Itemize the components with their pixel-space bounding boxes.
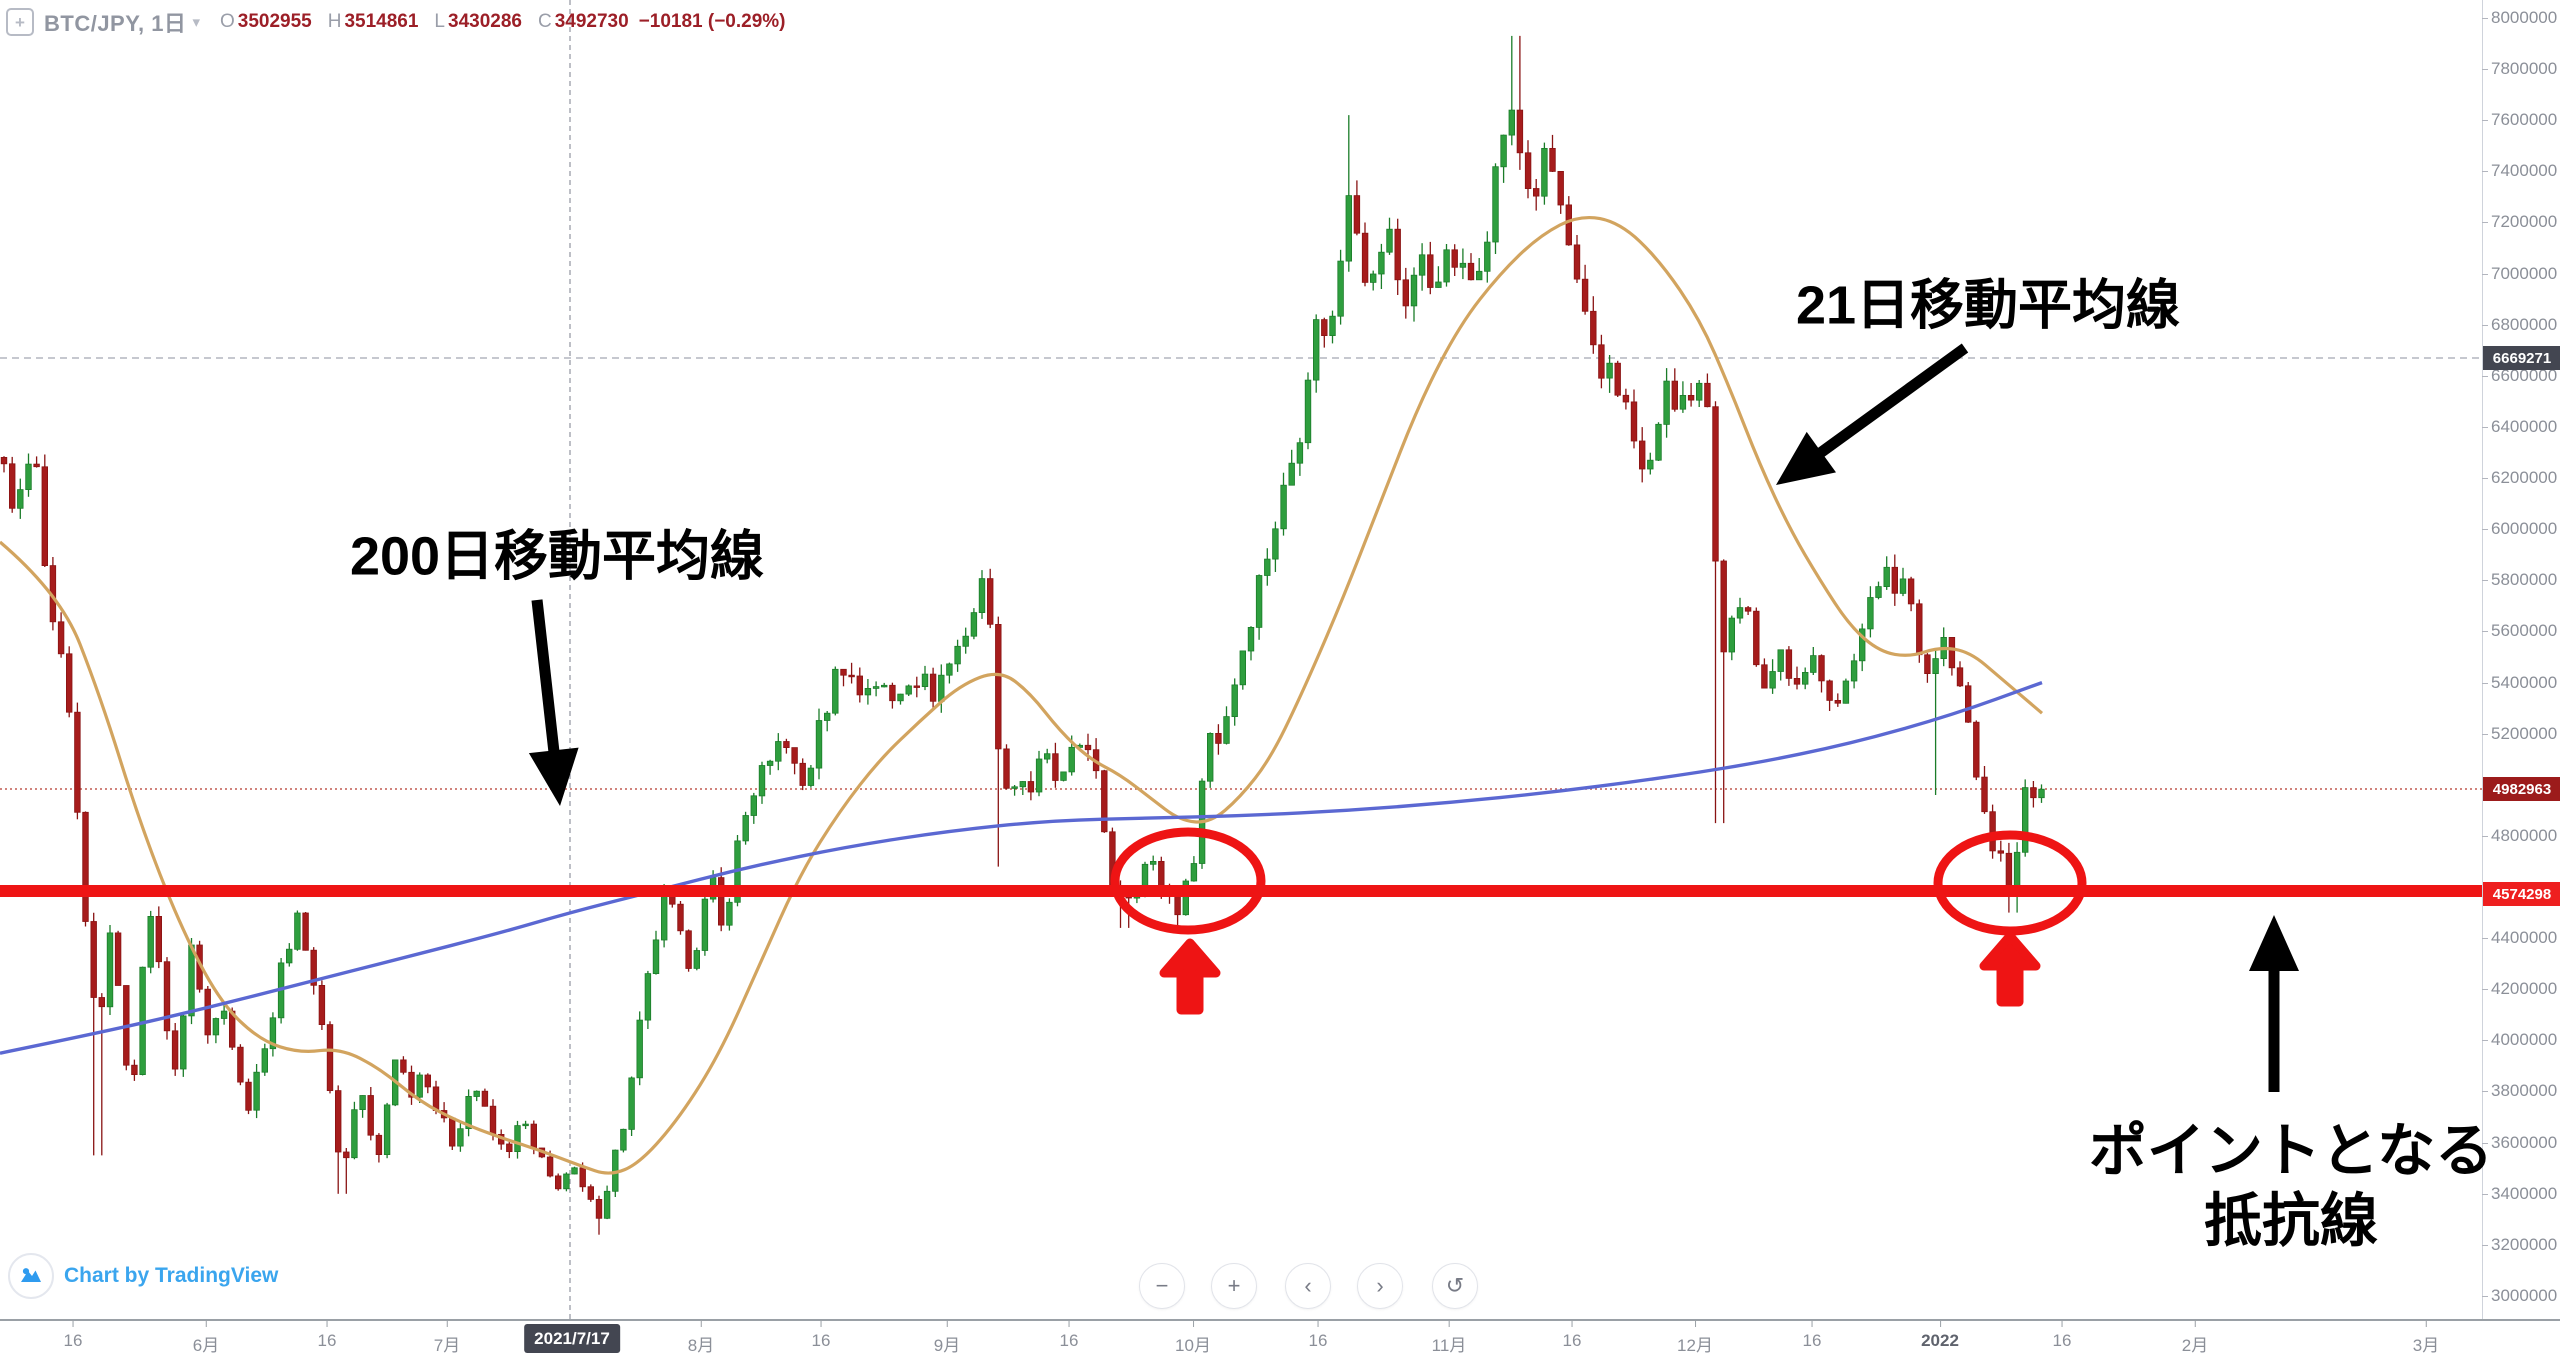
price-axis-label: 7400000 [2481,161,2558,180]
price-axis-label: 6800000 [2481,315,2558,334]
time-axis-label: 2022 [1921,1321,1959,1350]
ohlc-value: 3514861 [344,11,419,32]
legend: + BTC/JPY, 1日 ▾ O 3502955 H 3514861 L 3430286… [6,6,786,38]
time-axis-label: 8月 [688,1321,714,1356]
symbol-title[interactable]: BTC/JPY, 1日 [44,11,187,36]
time-axis-label: 16 [63,1321,83,1350]
price-axis-label: 3400000 [2481,1184,2558,1203]
price-axis-label: 4800000 [2481,826,2558,845]
time-axis-label: 16 [2052,1321,2072,1350]
price-badge: 6669271 [2483,346,2560,370]
price-axis-label: 7000000 [2481,264,2558,283]
time-axis-label: 7月 [434,1321,460,1356]
ohlc-item: L 3430286 [434,11,522,33]
ohlc-item: H 3514861 [328,11,419,33]
price-axis-label: 4000000 [2481,1030,2558,1049]
red-up-arrow [1979,931,2041,1007]
price-axis-label: 6600000 [2481,366,2558,385]
time-axis-label: 11月 [1432,1321,1466,1356]
price-axis-label: 4200000 [2481,979,2558,998]
price-axis-label: 3800000 [2481,1081,2558,1100]
price-badge: 4982963 [2483,777,2560,801]
ohlc-item: O 3502955 [220,11,312,33]
ohlc-value: 3492730 [554,11,629,32]
time-axis-label: 3月 [2413,1321,2439,1356]
ohlc-label: C [537,11,552,32]
ma200-annotation-label: 200日移動平均線 [349,526,765,587]
time-axis-label: 16 [317,1321,337,1350]
annotation-arrow [2249,915,2299,1092]
price-axis-label: 3600000 [2481,1133,2558,1152]
price-badge: 4574298 [2483,882,2560,906]
red-up-arrow [1159,938,1221,1015]
annotation-arrow [1776,343,1969,485]
candle-wicks [3,35,2043,1235]
zoom-in-button[interactable]: + [1211,1263,1257,1309]
reset-chart-button[interactable]: ↺ [1432,1263,1478,1309]
price-axis-label: 7200000 [2481,212,2558,231]
annotation-arrow [528,599,579,806]
time-axis-label: 12月 [1677,1321,1713,1356]
price-axis-label: 5400000 [2481,673,2558,692]
ohlc-label: H [327,11,342,32]
highlight-circle [1933,830,2087,936]
time-axis-label: 9月 [934,1321,960,1356]
ma200-line [0,681,2043,1055]
resistance-label-line1: ポイントとなる [2088,1118,2494,1184]
price-change: −10181 (−0.29%) [638,11,786,32]
highlight-circle [1110,827,1266,935]
ohlc-label: L [434,11,445,32]
ma21-line [0,215,2044,1175]
zoom-out-button[interactable]: − [1139,1263,1185,1309]
price-axis-label: 7600000 [2481,110,2558,129]
chart-symbol-icon[interactable]: + [6,8,34,36]
tradingview-logo-icon[interactable] [8,1253,54,1299]
price-axis-label: 8000000 [2481,8,2558,27]
ma21-annotation-label: 21日移動平均線 [1795,275,2181,336]
tradingview-logo-text[interactable]: Chart by TradingView [64,1264,279,1287]
time-axis-label: 16 [1059,1321,1079,1350]
tradingview-attribution[interactable]: Chart by TradingView [8,1253,278,1299]
price-axis-label: 5200000 [2481,724,2558,743]
scroll-right-button[interactable]: › [1357,1263,1403,1309]
resistance-line [0,885,2482,897]
price-axis-label: 4400000 [2481,928,2558,947]
ohlc-value: 3502955 [237,11,312,32]
ohlc-item: C 3492730 [538,11,629,33]
price-axis-label: 3200000 [2481,1235,2558,1254]
ohlc-values: O 3502955 H 3514861 L 3430286 C 3492730 [220,11,629,33]
resistance-label-line2: 抵抗線 [2203,1188,2379,1253]
time-axis[interactable]: 16 6月 16 7月 8月 16 9月 16 10月 16 11月 16 12月 16 2022 16 2月 3… [0,1319,2560,1358]
time-axis-label: 16 [1308,1321,1328,1350]
price-axis-label: 7800000 [2481,59,2558,78]
ohlc-value: 3430286 [448,11,522,32]
chevron-down-icon[interactable]: ▾ [192,14,200,31]
price-axis-label: 3000000 [2481,1286,2558,1305]
price-axis[interactable]: 8000000 7800000 7600000 7400000 7200000 70000… [2481,0,2560,1319]
price-axis-label: 5800000 [2481,570,2558,589]
time-axis-label: 16 [1562,1321,1582,1350]
price-axis-label: 6000000 [2481,519,2558,538]
time-axis-label: 2月 [2182,1321,2208,1356]
crosshair-date-badge: 2021/7/17 [524,1324,620,1353]
resistance-annotation-label: ポイントとなる 抵抗線 [2089,1116,2493,1255]
time-axis-label: 6月 [193,1321,219,1356]
price-axis-label: 6400000 [2481,417,2558,436]
candlesticks [0,109,2045,1219]
price-axis-label: 6200000 [2481,468,2558,487]
time-axis-label: 10月 [1175,1321,1211,1356]
time-axis-label: 16 [811,1321,831,1350]
scroll-left-button[interactable]: ‹ [1285,1263,1331,1309]
price-axis-label: 5600000 [2481,621,2558,640]
time-axis-label: 16 [1802,1321,1822,1350]
ohlc-label: O [219,11,235,32]
